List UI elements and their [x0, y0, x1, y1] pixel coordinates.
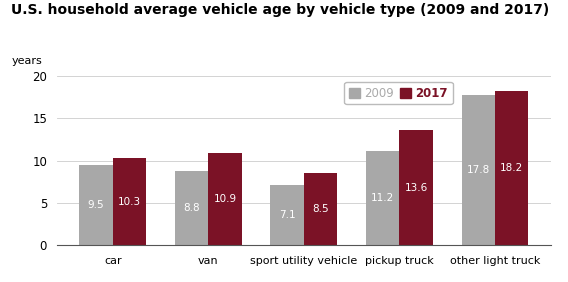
- Text: 18.2: 18.2: [500, 163, 523, 173]
- Bar: [80, 165, 112, 245]
- Text: U.S. household average vehicle age by vehicle type (2009 and 2017): U.S. household average vehicle age by ve…: [11, 3, 550, 17]
- Text: 11.2: 11.2: [371, 193, 394, 203]
- Text: 8.5: 8.5: [312, 204, 329, 214]
- Text: 8.8: 8.8: [183, 203, 200, 213]
- Text: 17.8: 17.8: [467, 165, 490, 175]
- Text: 13.6: 13.6: [404, 183, 428, 193]
- Bar: [208, 153, 242, 245]
- Legend: 2009, 2017: 2009, 2017: [344, 82, 453, 105]
- Text: 10.9: 10.9: [214, 194, 237, 204]
- Bar: [366, 151, 399, 245]
- Bar: [495, 91, 528, 245]
- Text: 9.5: 9.5: [87, 200, 105, 210]
- Bar: [270, 185, 304, 245]
- Text: 10.3: 10.3: [118, 197, 141, 207]
- Bar: [112, 158, 146, 245]
- Bar: [399, 130, 433, 245]
- Bar: [175, 171, 208, 245]
- Bar: [462, 95, 495, 245]
- Text: years: years: [11, 56, 42, 66]
- Text: 7.1: 7.1: [279, 210, 295, 220]
- Bar: [304, 173, 337, 245]
